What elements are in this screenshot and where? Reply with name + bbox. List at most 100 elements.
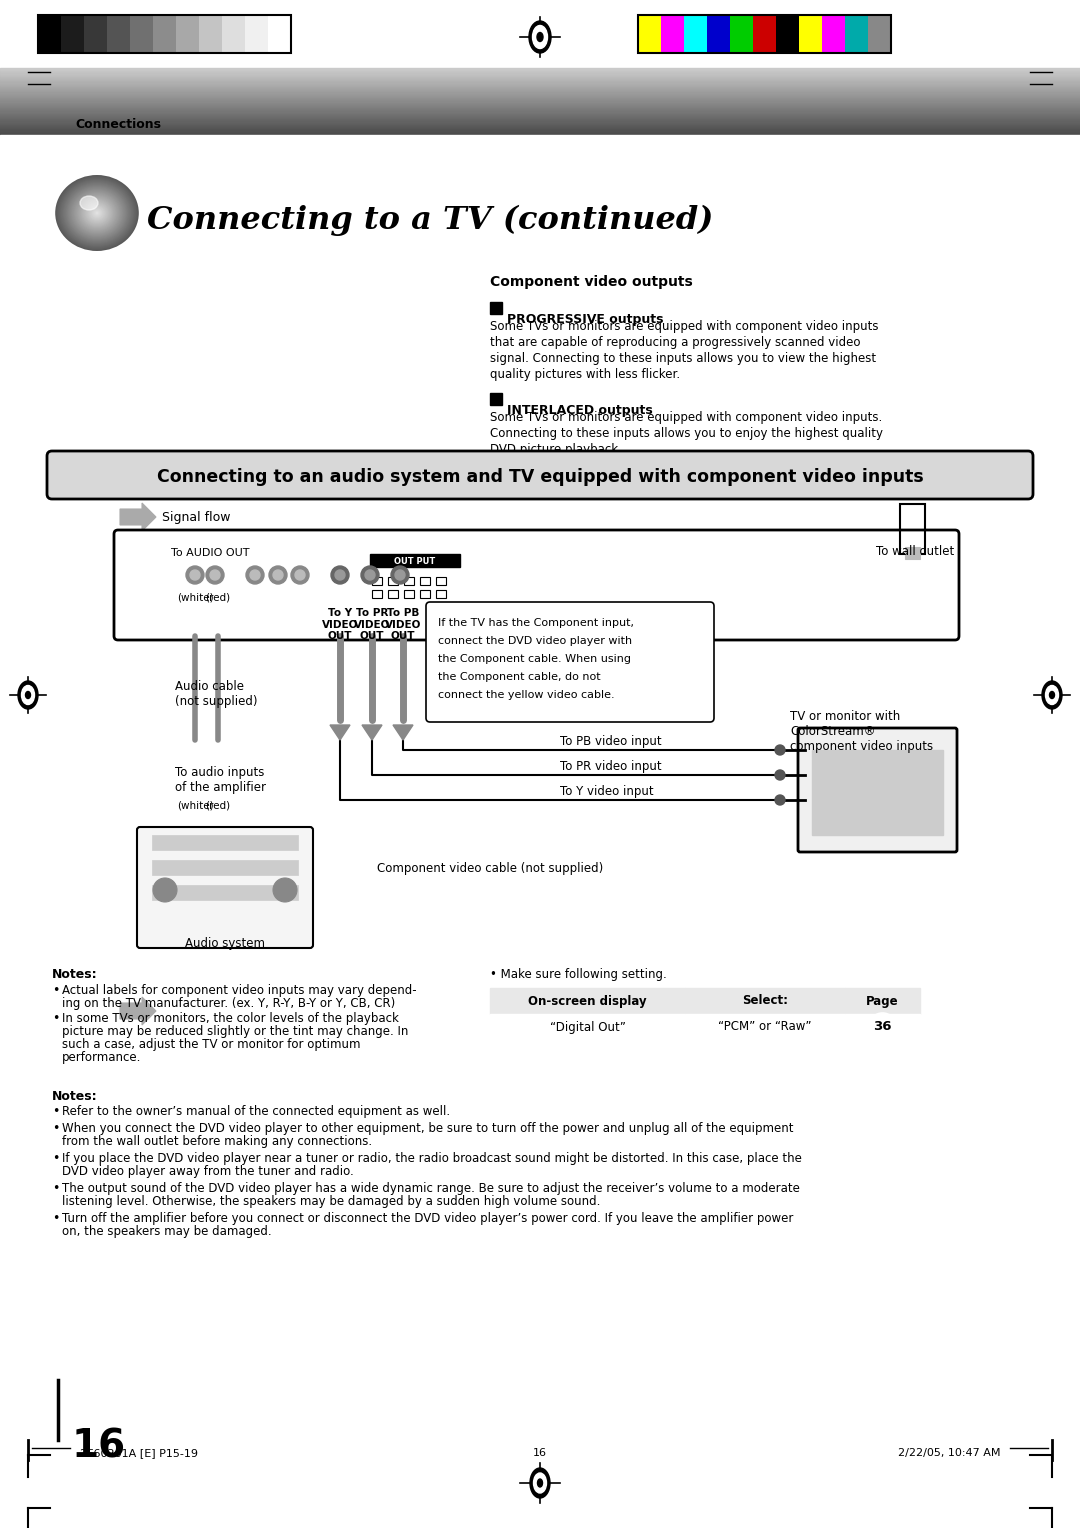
Text: 36: 36 <box>874 1021 892 1033</box>
Text: Page: Page <box>866 995 899 1007</box>
Ellipse shape <box>93 209 102 217</box>
Bar <box>868 15 891 53</box>
Text: (white): (white) <box>177 801 214 810</box>
Ellipse shape <box>64 183 130 243</box>
Ellipse shape <box>81 199 113 228</box>
Text: that are capable of reproducing a progressively scanned video: that are capable of reproducing a progre… <box>490 336 861 348</box>
Text: 2F60201A [E] P15-19: 2F60201A [E] P15-19 <box>80 1449 198 1458</box>
Text: ing on the TV manufacturer. (ex. Y, R-Y, B-Y or Y, CB, CR): ing on the TV manufacturer. (ex. Y, R-Y,… <box>62 996 395 1010</box>
Bar <box>222 15 245 53</box>
Polygon shape <box>393 724 413 740</box>
Text: Component video outputs: Component video outputs <box>490 275 692 289</box>
Ellipse shape <box>84 202 110 225</box>
Text: OUT PUT: OUT PUT <box>394 556 435 565</box>
Ellipse shape <box>71 189 122 235</box>
Ellipse shape <box>80 197 114 229</box>
Text: on, the speakers may be damaged.: on, the speakers may be damaged. <box>62 1225 272 1238</box>
Text: On-screen display: On-screen display <box>528 995 647 1007</box>
Bar <box>707 15 730 53</box>
Text: quality pictures with less flicker.: quality pictures with less flicker. <box>490 368 680 380</box>
Text: PROGRESSIVE outputs: PROGRESSIVE outputs <box>507 313 663 325</box>
Bar <box>661 15 684 53</box>
Ellipse shape <box>85 202 109 225</box>
Bar <box>0 0 1080 69</box>
Text: If you place the DVD video player near a tuner or radio, the radio broadcast sou: If you place the DVD video player near a… <box>62 1152 801 1164</box>
Ellipse shape <box>78 196 116 231</box>
Bar <box>372 578 382 585</box>
Ellipse shape <box>94 209 100 215</box>
Text: DVD video player away from the tuner and radio.: DVD video player away from the tuner and… <box>62 1164 354 1178</box>
Text: INTERLACED outputs: INTERLACED outputs <box>507 403 652 417</box>
Bar <box>370 555 460 567</box>
Bar <box>436 578 446 585</box>
Text: Some TVs or monitors are equipped with component video inputs.: Some TVs or monitors are equipped with c… <box>490 411 882 423</box>
Circle shape <box>775 795 785 805</box>
Ellipse shape <box>534 1473 546 1493</box>
Text: Actual labels for component video inputs may vary depend-: Actual labels for component video inputs… <box>62 984 417 996</box>
Circle shape <box>186 565 204 584</box>
Circle shape <box>335 570 345 581</box>
Circle shape <box>210 570 220 581</box>
FancyBboxPatch shape <box>114 530 959 640</box>
Bar <box>372 590 382 597</box>
Bar <box>490 393 502 405</box>
Circle shape <box>365 570 375 581</box>
Text: When you connect the DVD video player to other equipment, be sure to turn off th: When you connect the DVD video player to… <box>62 1122 794 1135</box>
Text: Connecting to a TV (continued): Connecting to a TV (continued) <box>147 205 714 235</box>
Text: connect the yellow video cable.: connect the yellow video cable. <box>438 691 615 700</box>
Bar <box>638 15 661 53</box>
Ellipse shape <box>76 194 118 232</box>
Text: DVD picture playback.: DVD picture playback. <box>490 443 622 455</box>
Text: Select:: Select: <box>742 995 788 1007</box>
Ellipse shape <box>91 206 104 219</box>
Bar <box>799 15 822 53</box>
Bar <box>638 15 891 53</box>
Bar <box>490 989 685 1015</box>
Circle shape <box>273 570 283 581</box>
Bar <box>845 989 920 1015</box>
Circle shape <box>330 565 349 584</box>
Text: picture may be reduced slightly or the tint may change. In: picture may be reduced slightly or the t… <box>62 1025 408 1038</box>
Text: Connections: Connections <box>75 119 161 131</box>
Text: (white): (white) <box>177 591 214 602</box>
Bar <box>753 15 777 53</box>
Ellipse shape <box>69 188 124 238</box>
Bar <box>490 1015 685 1041</box>
Circle shape <box>775 770 785 779</box>
Text: To Y video input: To Y video input <box>561 785 653 798</box>
Ellipse shape <box>72 191 121 235</box>
Bar <box>388 590 399 597</box>
Bar <box>153 15 176 53</box>
Text: from the wall outlet before making any connections.: from the wall outlet before making any c… <box>62 1135 373 1148</box>
Ellipse shape <box>83 200 111 226</box>
Text: Notes:: Notes: <box>52 1089 97 1103</box>
Bar <box>845 1015 920 1041</box>
Text: To wall outlet: To wall outlet <box>876 545 954 558</box>
Ellipse shape <box>529 21 551 53</box>
Circle shape <box>190 570 200 581</box>
Ellipse shape <box>60 180 133 246</box>
Ellipse shape <box>18 681 38 709</box>
Ellipse shape <box>26 692 30 698</box>
Ellipse shape <box>66 185 127 241</box>
Bar <box>905 547 920 559</box>
Bar <box>176 15 199 53</box>
Ellipse shape <box>63 182 131 244</box>
Circle shape <box>269 565 287 584</box>
Text: To PB
VIDEO
OUT: To PB VIDEO OUT <box>384 608 421 642</box>
Ellipse shape <box>96 212 98 214</box>
Ellipse shape <box>532 26 548 49</box>
Ellipse shape <box>75 193 119 232</box>
Bar <box>436 590 446 597</box>
Ellipse shape <box>1050 692 1054 698</box>
Bar <box>685 1015 845 1041</box>
Bar <box>685 989 845 1015</box>
Circle shape <box>246 565 264 584</box>
Text: “Digital Out”: “Digital Out” <box>550 1021 625 1033</box>
Text: To PB video input: To PB video input <box>561 735 662 749</box>
Ellipse shape <box>67 186 126 240</box>
Text: 2/22/05, 10:47 AM: 2/22/05, 10:47 AM <box>897 1449 1000 1458</box>
Text: Signal flow: Signal flow <box>162 510 230 524</box>
Bar <box>420 590 430 597</box>
Bar <box>152 860 298 876</box>
